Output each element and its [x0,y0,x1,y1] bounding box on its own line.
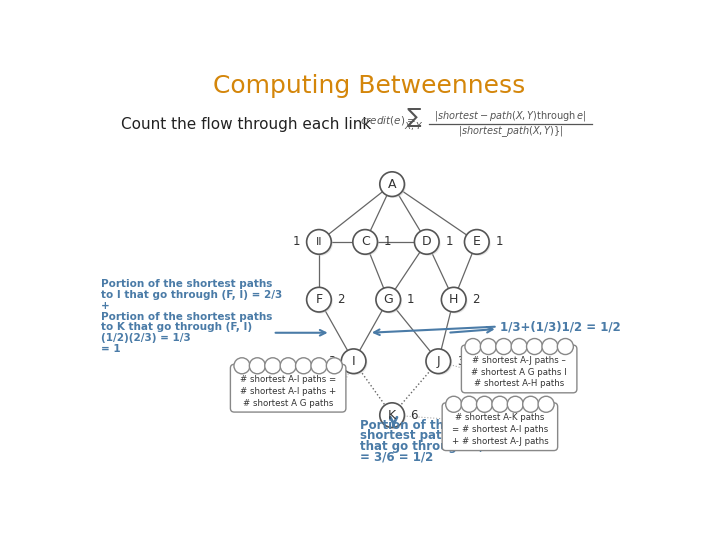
Text: Portion of the: Portion of the [360,418,451,431]
Text: 1/3+(1/3)1/2 = 1/2: 1/3+(1/3)1/2 = 1/2 [500,320,621,333]
Circle shape [379,403,405,428]
Text: to K that go through (F, I): to K that go through (F, I) [101,322,252,332]
Text: 3: 3 [456,355,464,368]
Text: A: A [388,178,396,191]
Text: # shortest A-K paths
= # shortest A-I paths
+ # shortest A-J paths: # shortest A-K paths = # shortest A-I pa… [451,414,548,446]
Circle shape [446,396,462,412]
Circle shape [308,289,333,314]
Circle shape [526,339,543,355]
Text: G: G [383,293,393,306]
Circle shape [249,358,266,374]
Text: that go through (I, K): that go through (I, K) [360,440,502,453]
Circle shape [480,339,496,355]
Text: # shortest A-J paths –
# shortest A G paths I
# shortest A-H paths: # shortest A-J paths – # shortest A G pa… [472,356,567,388]
Text: Computing Betweenness: Computing Betweenness [213,75,525,98]
Circle shape [311,358,327,374]
Circle shape [354,231,379,256]
Text: 1: 1 [384,235,391,248]
Text: (1/2)(2/3) = 1/3: (1/2)(2/3) = 1/3 [101,333,191,343]
Text: # shortest A-I paths =
# shortest A-I paths +
# shortest A G paths: # shortest A-I paths = # shortest A-I pa… [240,375,336,408]
Text: 2: 2 [338,293,345,306]
Text: 3: 3 [328,355,335,368]
Circle shape [280,358,296,374]
Circle shape [477,396,492,412]
Text: shortest paths to K: shortest paths to K [360,429,487,442]
Text: K: K [388,409,396,422]
Text: 1: 1 [407,293,414,306]
Circle shape [377,289,402,314]
Circle shape [496,339,512,355]
Circle shape [376,287,400,312]
Circle shape [523,396,539,412]
Text: Portion of the shortest paths: Portion of the shortest paths [101,312,272,322]
Text: E: E [473,235,481,248]
Circle shape [511,339,527,355]
Circle shape [234,358,250,374]
FancyBboxPatch shape [442,403,558,450]
Text: = 1: = 1 [101,344,121,354]
Circle shape [466,231,490,256]
Text: $|shortest\_path(X,Y)\}|$: $|shortest\_path(X,Y)\}|$ [458,124,564,139]
Circle shape [353,230,377,254]
Circle shape [461,396,477,412]
Text: +: + [101,301,109,311]
Text: 1: 1 [293,235,300,248]
Circle shape [295,358,312,374]
Text: to I that go through (F, I) = 2/3: to I that go through (F, I) = 2/3 [101,290,282,300]
Circle shape [382,173,406,198]
Circle shape [508,396,523,412]
Text: D: D [422,235,431,248]
Circle shape [416,231,441,256]
Circle shape [379,172,405,197]
Circle shape [428,350,452,375]
Text: C: C [361,235,369,248]
Text: $|shortest-path(X,Y)\mathrm{through}\,e|$: $|shortest-path(X,Y)\mathrm{through}\,e|… [434,110,587,123]
Circle shape [341,349,366,374]
Circle shape [443,289,467,314]
Circle shape [426,349,451,374]
Text: 1: 1 [495,235,503,248]
Circle shape [542,339,558,355]
Circle shape [538,396,554,412]
Circle shape [307,230,331,254]
Text: H: H [449,293,459,306]
Text: F: F [315,293,323,306]
Text: $credit(e) =$: $credit(e) =$ [360,114,415,127]
Text: J: J [436,355,440,368]
Circle shape [326,358,342,374]
Text: Portion of the shortest paths: Portion of the shortest paths [101,279,272,289]
Circle shape [557,339,573,355]
Circle shape [415,230,439,254]
Circle shape [382,404,406,429]
Text: 1: 1 [445,235,453,248]
Text: $X,Y$: $X,Y$ [404,120,423,132]
Text: II: II [315,237,323,247]
Text: Count the flow through each link: Count the flow through each link [121,117,372,132]
Circle shape [265,358,281,374]
Circle shape [464,230,489,254]
Circle shape [492,396,508,412]
Text: $\sum$: $\sum$ [405,106,422,129]
Text: = 3/6 = 1/2: = 3/6 = 1/2 [360,451,433,464]
Text: 2: 2 [472,293,480,306]
Text: 6: 6 [410,409,418,422]
Circle shape [307,287,331,312]
Circle shape [343,350,367,375]
FancyBboxPatch shape [230,364,346,412]
Circle shape [465,339,481,355]
Circle shape [441,287,466,312]
Circle shape [308,231,333,256]
Text: I: I [352,355,356,368]
FancyBboxPatch shape [462,345,577,393]
